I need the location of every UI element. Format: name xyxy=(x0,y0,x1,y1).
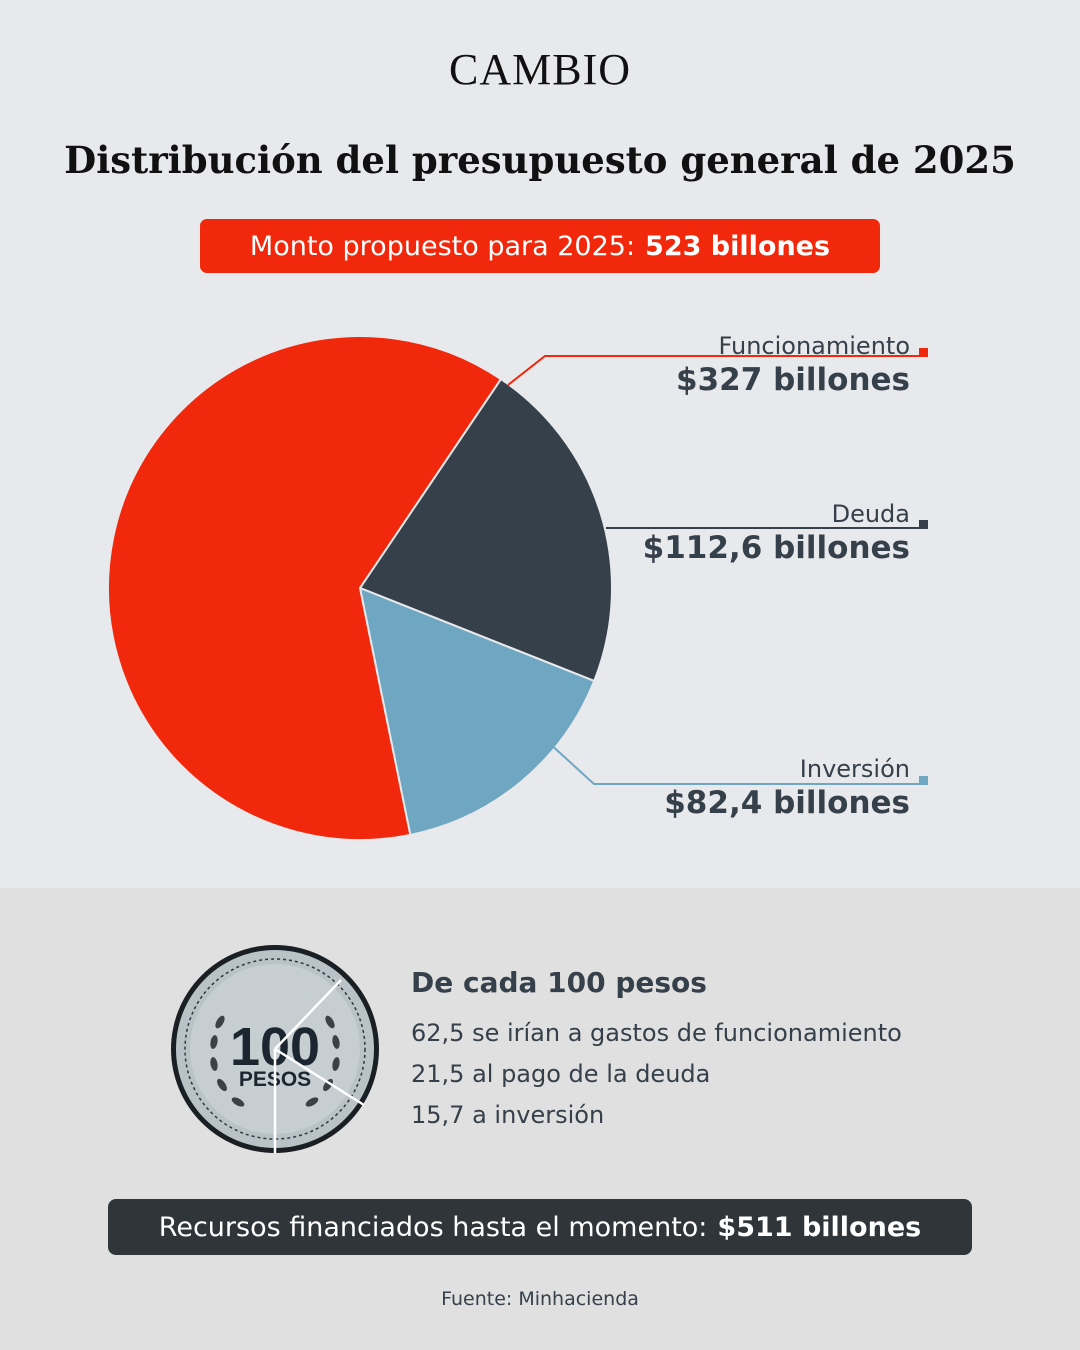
proposed-amount-label: Monto propuesto para 2025: xyxy=(249,230,636,262)
legend-marker xyxy=(919,520,928,529)
per-100-line: 62,5 se irían a gastos de funcionamiento xyxy=(411,1019,902,1047)
financed-banner: Recursos financiados hasta el momento: $… xyxy=(108,1199,972,1255)
per-100-line: 21,5 al pago de la deuda xyxy=(411,1060,711,1088)
per-100-heading: De cada 100 pesos xyxy=(411,966,707,999)
legend-marker xyxy=(919,348,928,357)
pie-slice-deuda xyxy=(358,377,613,683)
per-100-pesos: De cada 100 pesos 62,5 se irían a gastos… xyxy=(411,966,902,1136)
source-note: Fuente: Minhacienda xyxy=(441,1288,639,1310)
coin-100-pesos-icon: 100 PESOS xyxy=(171,945,379,1153)
proposed-amount-banner: Monto propuesto para 2025: 523 billones xyxy=(200,219,880,273)
slice-name: Funcionamiento xyxy=(718,332,911,360)
leader-line xyxy=(547,741,928,785)
slice-name: Deuda xyxy=(831,500,910,528)
financed-value: $511 billones xyxy=(717,1211,922,1243)
slice-value: $112,6 billones xyxy=(642,530,910,566)
label-inversion: Inversión $82,4 billones xyxy=(664,755,910,821)
brand-logo: CAMBIO xyxy=(448,45,632,94)
bottom-band xyxy=(0,888,1080,1350)
page-title: Distribución del presupuesto general de … xyxy=(64,138,1016,182)
proposed-amount-value: 523 billones xyxy=(645,230,831,262)
pie-slice-funcionamiento xyxy=(107,335,503,841)
slice-value: $82,4 billones xyxy=(664,785,910,821)
label-funcionamiento: Funcionamiento $327 billones xyxy=(676,332,910,398)
budget-pie-chart xyxy=(107,335,928,841)
legend-marker xyxy=(919,776,928,785)
slice-value: $327 billones xyxy=(676,362,910,398)
leader-line xyxy=(507,355,928,386)
per-100-line: 15,7 a inversión xyxy=(411,1101,605,1129)
pie-slice-inversion xyxy=(358,586,596,837)
financed-label: Recursos financiados hasta el momento: xyxy=(158,1211,708,1243)
label-deuda: Deuda $112,6 billones xyxy=(643,500,910,566)
slice-name: Inversión xyxy=(799,755,910,783)
